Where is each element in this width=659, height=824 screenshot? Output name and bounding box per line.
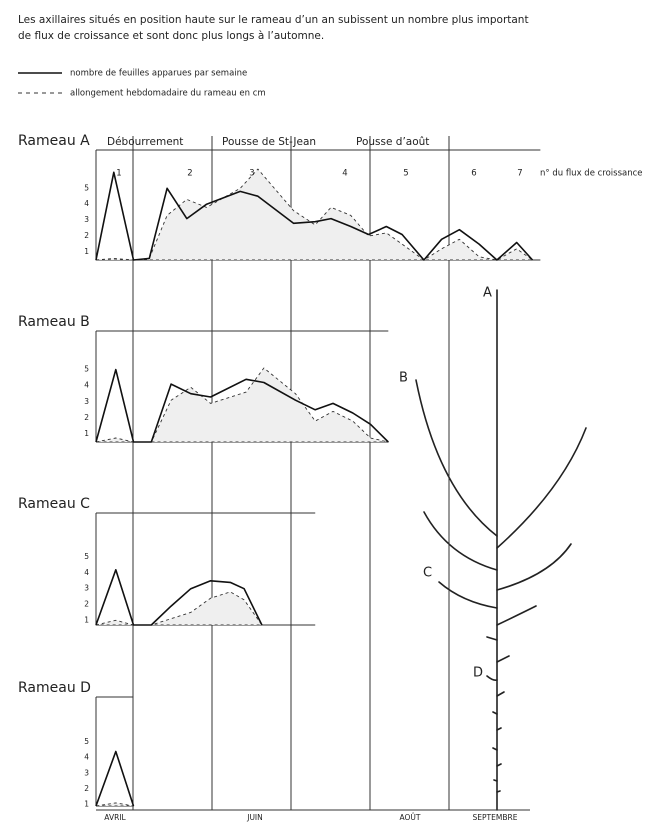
phase-label: Pousse d’août <box>356 136 429 148</box>
y-tick-label: 2 <box>84 599 89 608</box>
panel-title: Rameau D <box>18 680 91 696</box>
flux-label: 2 <box>187 169 192 179</box>
branch <box>496 543 572 591</box>
y-tick-label: 2 <box>84 231 89 240</box>
month-label: SEPTEMBRE <box>473 813 518 822</box>
flux-label: 1 <box>116 169 121 179</box>
branch <box>415 379 498 537</box>
elongation-line <box>95 591 263 626</box>
y-tick-label: 5 <box>84 183 89 192</box>
y-tick-label: 1 <box>84 247 89 256</box>
y-tick-label: 4 <box>84 753 89 762</box>
panel: Rameau C 1 2 3 4 5 <box>18 496 316 626</box>
elongation-line <box>95 367 389 443</box>
flux-label: 4 <box>342 169 347 179</box>
y-tick-label: 1 <box>84 799 89 808</box>
y-tick-label: 3 <box>84 397 89 406</box>
panel-title: Rameau C <box>18 496 90 512</box>
y-tick-label: 5 <box>84 552 89 561</box>
elongation-line <box>95 168 533 261</box>
panel: Rameau D 1 2 3 4 5 <box>18 680 135 808</box>
header-line: de flux de croissance et sont donc plus … <box>18 30 324 42</box>
header-line: Les axillaires situés en position haute … <box>18 14 529 26</box>
y-tick-label: 4 <box>84 199 89 208</box>
panel: Rameau A 1 2 3 4 5 Débourrement Pousse de St-Je… <box>18 133 643 261</box>
bud <box>486 675 498 681</box>
phase-label: Débourrement <box>107 136 183 148</box>
y-tick-label: 4 <box>84 381 89 390</box>
y-tick-label: 1 <box>84 429 89 438</box>
legend-label: nombre de feuilles apparues par semaine <box>70 69 247 79</box>
flux-label: 6 <box>471 169 476 179</box>
bud <box>496 691 505 697</box>
bud <box>486 636 498 641</box>
flux-label: 3 <box>249 169 254 179</box>
leaves-line <box>95 171 534 261</box>
diagram-label: A <box>483 286 492 301</box>
branch <box>496 427 587 549</box>
bud <box>496 655 510 663</box>
y-tick-label: 5 <box>84 365 89 374</box>
month-label: AOÛT <box>400 813 421 822</box>
leaves-line <box>95 368 389 443</box>
flux-axis-label: n° du flux de croissance <box>540 169 643 179</box>
flux-label: 5 <box>403 169 408 179</box>
panel-title: Rameau B <box>18 314 90 330</box>
phase-label: Pousse de St-Jean <box>222 136 316 148</box>
y-tick-label: 5 <box>84 737 89 746</box>
panel-title: Rameau A <box>18 133 90 149</box>
y-tick-label: 3 <box>84 768 89 777</box>
y-tick-label: 2 <box>84 413 89 422</box>
month-label: JUIN <box>246 813 263 822</box>
y-tick-label: 4 <box>84 568 89 577</box>
month-label: AVRIL <box>104 813 126 822</box>
y-tick-label: 1 <box>84 615 89 624</box>
leaves-line <box>95 569 263 626</box>
y-tick-label: 2 <box>84 784 89 793</box>
flux-label: 7 <box>517 169 522 179</box>
y-tick-label: 3 <box>84 584 89 593</box>
diagram-label: B <box>399 371 408 386</box>
diagram-label: D <box>473 666 483 681</box>
legend-label: allongement hebdomadaire du rameau en cm <box>70 89 266 99</box>
elongation-line <box>95 802 134 807</box>
branch <box>438 581 498 609</box>
diagram-label: C <box>423 566 432 581</box>
tree-diagram: A B C D <box>399 286 587 811</box>
bud <box>492 711 502 793</box>
branch <box>423 511 498 571</box>
leaves-line <box>95 750 135 807</box>
panel: Rameau B 1 2 3 4 5 <box>18 314 389 443</box>
y-tick-label: 3 <box>84 215 89 224</box>
branch <box>496 605 537 626</box>
